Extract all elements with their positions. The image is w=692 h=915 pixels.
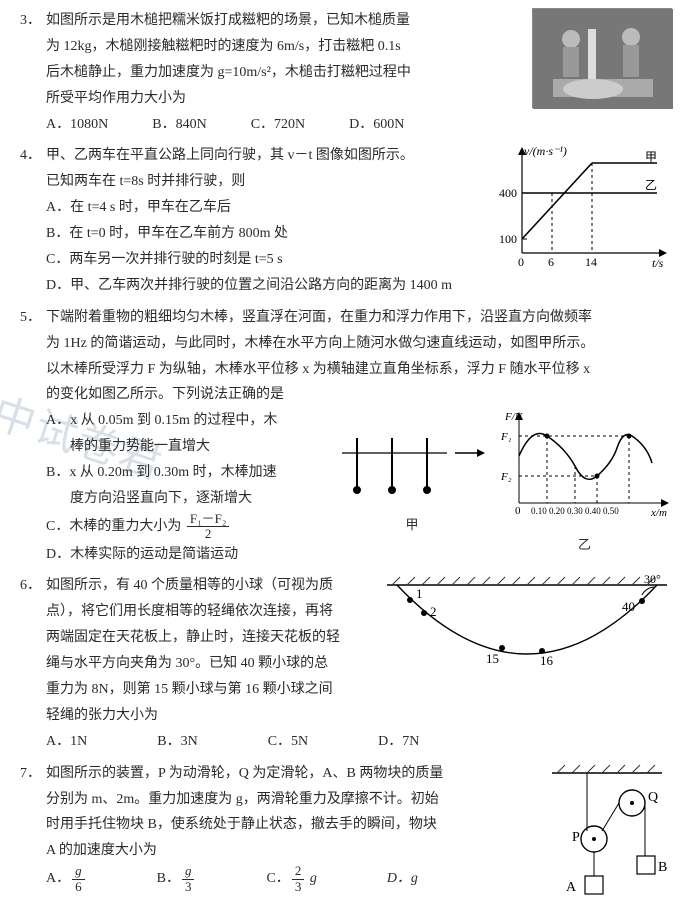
q7-c-pre: C． [266,871,289,886]
q4-x14: 14 [585,255,597,269]
q7-b-num: g [182,864,195,879]
q5-line3: 以木棒所受浮力 F 为纵轴，木棒水平位移 x 为横轴建立直角坐标系，浮力 F 随… [46,357,672,383]
q7-c-num: 2 [292,864,305,879]
q5-fig-yi-wrap: F/N x/m F₁ F₂ 0 0.10 0.20 0.3 [497,408,672,557]
q4-chart: v/(m·s⁻¹) t/s 100 400 0 6 14 乙 甲 [497,143,672,273]
q5-fig-jia-wrap: 甲 [337,428,487,537]
q7-a-pre: A． [46,871,70,886]
q7-opt-c: C．23 g [266,864,316,894]
question-6: 1 2 15 16 40 30° 6． 如图所示，有 40 个质量相等的小球（可… [20,573,672,754]
q6-n15: 15 [486,651,499,666]
q6-opt-a: A．1N [46,729,87,755]
q7-c-frac: 23 [292,864,305,894]
q7-options: A．g6 B．g3 C．23 g D．g [46,864,536,894]
q7-P: P [572,830,580,845]
q3-opt-a: A．1080N [46,112,108,138]
q5-fig-yi-label: 乙 [497,533,672,557]
q5-c-num: F₁－F₂ [187,512,230,527]
q6-figure: 1 2 15 16 40 30° [382,573,672,683]
q6-options: A．1N B．3N C．5N D．7N [46,729,672,755]
q4-xlabel: t/s [652,256,664,270]
q5-number: 5． [20,305,41,331]
q4-label-jia: 甲 [645,150,657,164]
q5-line4: 的变化如图乙所示。下列说法正确的是 [46,382,672,408]
q5-xtick0: 0 [515,505,521,517]
q3-options: A．1080N B．840N C．720N D．600N [46,112,672,138]
q7-a-den: 6 [72,880,85,894]
q7-number: 7． [20,761,41,787]
q3-photo [532,8,672,108]
q4-label-yi: 乙 [645,178,657,192]
q7-b-frac: g3 [182,864,195,894]
q6-n2: 2 [430,604,437,619]
q4-y100: 100 [499,232,517,246]
q5-c-pre: C．木棒的重力大小为 [46,519,185,534]
q7-b-den: 3 [182,880,195,894]
q4-ylabel: v/(m·s⁻¹) [524,144,567,158]
q3-photo-svg [533,9,673,109]
q6-angle: 30° [644,573,661,586]
q6-opt-c: C．5N [268,729,308,755]
question-5: 5． 下端附着重物的粗细均匀木棒，竖直浮在河面，在重力和浮力作用下，沿竖直方向做… [20,305,672,568]
q6-n40: 40 [622,599,635,614]
question-7: Q B P A 7． 如图所示的装置，P 为动滑轮，Q 为定滑轮，A、B 两物块… [20,761,672,901]
q4-x0: 0 [518,255,524,269]
q4-x6: 6 [548,255,554,269]
q3-opt-c: C．720N [251,112,305,138]
q7-b-pre: B． [157,871,180,886]
q6-n1: 1 [416,586,423,601]
q6-number: 6． [20,573,41,599]
q3-opt-b: B．840N [152,112,206,138]
q6-n16: 16 [540,653,554,668]
question-3: 3． 如图所示是用木槌把糯米饭打成糍粑的场景，已知木槌质量 为 12kg，木槌刚… [20,8,672,137]
q4-opt-d: D．甲、乙车两次并排行驶的位置之间沿公路方向的距离为 1400 m [46,273,672,299]
q7-B: B [658,860,667,875]
q7-a-num: g [72,864,85,879]
q7-figure: Q B P A [542,761,672,901]
q7-a-frac: g6 [72,864,85,894]
q7-A: A [566,880,577,895]
question-4: v/(m·s⁻¹) t/s 100 400 0 6 14 乙 甲 4． 甲 [20,143,672,298]
q7-c-den: 3 [292,880,305,894]
q4-y400: 400 [499,186,517,200]
q5-fig-jia [337,428,487,503]
q5-line1: 下端附着重物的粗细均匀木棒，竖直浮在河面，在重力和浮力作用下，沿竖直方向做频率 [46,305,672,331]
q5-yi-xlabel: x/m [650,507,667,519]
q5-c-frac: F₁－F₂2 [187,512,230,542]
q7-c-suf: g [306,871,317,886]
q6-opt-d: D．7N [378,729,419,755]
q5-xticks: 0.10 0.20 0.30 0.40 0.50 [531,506,619,516]
q5-f2: F₂ [500,471,512,483]
q3-opt-d: D．600N [349,112,404,138]
q7-Q: Q [648,790,658,805]
q5-fig-jia-label: 甲 [337,513,487,537]
q5-f1: F₁ [500,431,512,443]
q5-body: 下端附着重物的粗细均匀木棒，竖直浮在河面，在重力和浮力作用下，沿竖直方向做频率 … [46,305,672,568]
q7-opt-b: B．g3 [157,864,197,894]
q3-number: 3． [20,8,41,34]
q5-yi-ylabel: F/N [504,411,523,423]
q4-number: 4． [20,143,41,169]
q6-opt-b: B．3N [157,729,197,755]
q7-opt-d: D．g [387,866,418,892]
q5-line2: 为 1Hz 的简谐运动，与此同时，木棒在水平方向上随河水做匀速直线运动，如图甲所… [46,331,672,357]
q5-chart-yi: F/N x/m F₁ F₂ 0 0.10 0.20 0.3 [497,408,672,523]
q7-opt-a: A．g6 [46,864,87,894]
q5-c-den: 2 [187,527,230,541]
q6-line6: 轻绳的张力大小为 [46,703,672,729]
